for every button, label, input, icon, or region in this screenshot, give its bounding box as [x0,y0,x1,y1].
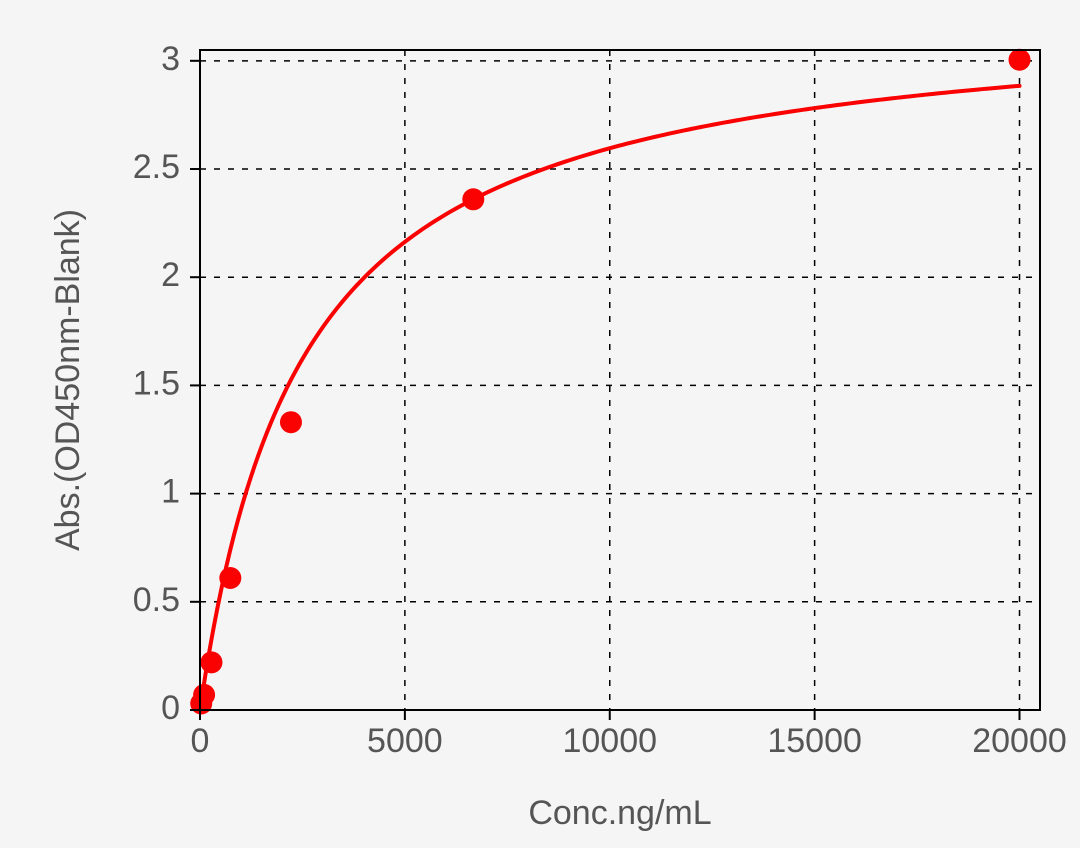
data-point [193,684,215,706]
y-tick-label: 0 [161,689,180,727]
y-tick-label: 1 [161,473,180,511]
x-tick-label: 15000 [767,722,862,760]
chart-container: 0 5000 10000 15000 20000 0 0.5 1 1.5 2 2.5 3 Conc.ng… [0,0,1080,848]
x-tick-label: 5000 [367,722,443,760]
x-tick-label: 0 [191,722,210,760]
y-axis-label: Abs.(OD450nm-Blank) [49,209,87,551]
y-tick-label: 1.5 [133,364,180,402]
data-point [200,651,222,673]
y-tick-label: 2.5 [133,148,180,186]
data-point [280,411,302,433]
x-axis-label: Conc.ng/mL [528,794,711,832]
standard-curve-chart: 0 5000 10000 15000 20000 0 0.5 1 1.5 2 2.5 3 Conc.ng… [0,0,1080,848]
x-tick-label: 20000 [972,722,1067,760]
y-tick-label: 0.5 [133,581,180,619]
x-tick-label: 10000 [562,722,657,760]
data-point [462,188,484,210]
y-tick-label: 2 [161,256,180,294]
y-tick-label: 3 [161,40,180,78]
plot-area [200,50,1040,710]
data-point [1009,49,1031,71]
data-point [219,567,241,589]
